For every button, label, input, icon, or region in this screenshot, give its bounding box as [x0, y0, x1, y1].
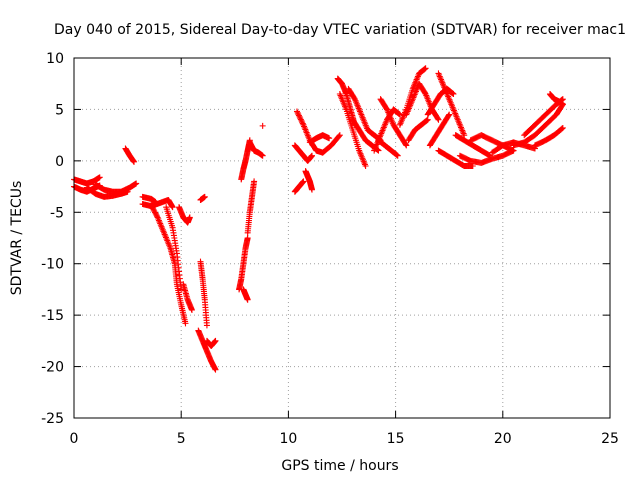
y-tick-label: -10 — [41, 257, 64, 273]
x-tick-label: 20 — [494, 431, 512, 447]
data-point — [188, 307, 195, 313]
x-tick-label: 0 — [70, 431, 79, 447]
data-point — [300, 178, 307, 185]
data-point — [422, 65, 429, 72]
x-axis-label: GPS time / hours — [281, 458, 398, 474]
x-tick-label: 15 — [387, 431, 405, 447]
data-point — [299, 119, 306, 126]
data-point — [212, 366, 219, 373]
data-point — [559, 124, 566, 131]
data-point — [297, 116, 304, 123]
data-point — [259, 122, 266, 129]
y-tick-label: 0 — [55, 154, 64, 170]
data-point — [336, 132, 343, 139]
data-point — [298, 117, 305, 124]
data-point — [461, 132, 468, 139]
data-point — [299, 120, 306, 127]
y-tick-label: -20 — [41, 360, 64, 376]
data-point — [351, 95, 358, 102]
data-point — [294, 109, 301, 116]
data-point — [434, 115, 441, 122]
data-point — [203, 322, 210, 329]
data-point — [394, 152, 401, 159]
data-point — [251, 178, 258, 185]
tick-labels: 0 5 10 15 20 25 -25 -20 -15 -10 -5 0 5 10 — [41, 51, 619, 447]
data-point — [558, 125, 565, 132]
data-point — [362, 163, 369, 169]
data-point — [259, 152, 266, 159]
data-point — [297, 115, 304, 122]
data-point — [308, 152, 315, 159]
grid-lines — [74, 58, 610, 418]
data-point — [335, 133, 342, 140]
data-point — [445, 112, 452, 119]
y-tick-label: -5 — [50, 205, 64, 221]
data-point — [153, 213, 160, 220]
y-axis-label: SDTVAR / TECUs — [9, 181, 25, 296]
data-point — [424, 116, 431, 123]
data-point — [96, 174, 103, 181]
data-point — [296, 113, 303, 120]
y-tick-label: 5 — [55, 102, 64, 118]
data-point — [559, 101, 566, 108]
data-point — [403, 142, 410, 149]
data-point — [212, 337, 219, 344]
y-tick-label: -25 — [41, 411, 64, 427]
data-point — [383, 105, 390, 112]
data-point — [308, 186, 315, 193]
data-point — [133, 180, 140, 187]
data-point — [244, 235, 251, 241]
data-point — [201, 193, 208, 200]
data-point — [186, 214, 193, 221]
data-point — [131, 158, 138, 165]
data-point — [182, 320, 189, 327]
data-point — [295, 111, 302, 118]
chart-title: Day 040 of 2015, Sidereal Day-to-day VTE… — [54, 22, 626, 38]
data-points — [71, 65, 566, 373]
data-point — [152, 199, 159, 205]
y-tick-label: -15 — [41, 308, 64, 324]
data-point — [244, 296, 251, 303]
plot-frame — [73, 57, 611, 419]
data-point — [446, 111, 453, 118]
y-tick-label: 10 — [46, 51, 64, 67]
data-point — [169, 204, 176, 211]
x-tick-label: 25 — [601, 431, 619, 447]
data-point — [402, 141, 409, 148]
data-point — [435, 116, 442, 123]
x-tick-label: 10 — [279, 431, 297, 447]
axis-ticks — [73, 57, 611, 419]
data-point — [510, 147, 517, 154]
data-point — [326, 135, 333, 142]
data-point — [293, 108, 300, 115]
data-point — [450, 91, 457, 97]
data-point — [295, 112, 302, 119]
data-point — [421, 89, 428, 96]
x-tick-label: 5 — [177, 431, 186, 447]
